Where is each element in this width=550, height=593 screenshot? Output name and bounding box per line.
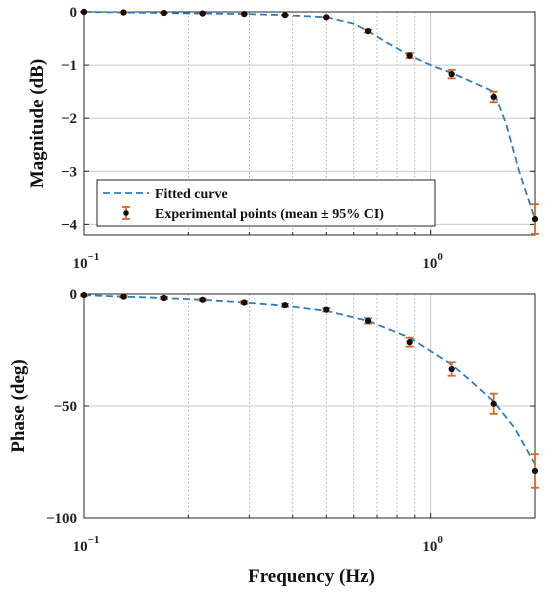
marker	[364, 28, 372, 35]
marker	[448, 71, 455, 78]
data-point	[364, 28, 373, 35]
y-tick-label: −50	[53, 399, 77, 415]
x-tick-label: 100	[422, 251, 443, 272]
y-tick-label: −4	[61, 217, 78, 233]
data-point	[489, 90, 498, 104]
x-tick-exponent: −1	[88, 534, 100, 546]
marker	[199, 10, 206, 17]
x-tick-label: 10−1	[73, 251, 100, 272]
data-point	[280, 302, 289, 309]
marker	[448, 365, 455, 373]
marker	[80, 292, 88, 299]
marker	[241, 299, 248, 306]
data-point	[531, 453, 539, 489]
marker	[160, 9, 167, 17]
data-point	[447, 361, 456, 377]
x-tick-label: 100	[422, 534, 443, 555]
data-point	[489, 392, 498, 415]
data-point	[240, 11, 249, 18]
y-axis-label: Magnitude (dB)	[27, 59, 48, 188]
legend-label: Experimental points (mean ± 95% CI)	[155, 207, 384, 222]
y-axis-label: Phase (deg)	[8, 359, 29, 452]
y-tick-label: −100	[46, 511, 77, 527]
legend-entry: Experimental points (mean ± 95% CI)	[122, 206, 384, 222]
y-tick-label: 0	[70, 5, 78, 21]
legend-marker-swatch	[123, 210, 129, 216]
legend-box	[96, 179, 436, 227]
y-tick-label: −3	[61, 164, 77, 180]
x-tick-exponent: −1	[88, 251, 100, 263]
x-axis-label: Frequency (Hz)	[248, 566, 375, 587]
legend-entry: Fitted curve	[103, 187, 228, 202]
axes-frame	[83, 11, 536, 236]
marker	[120, 9, 127, 16]
data-point	[280, 12, 289, 19]
x-tick-base: 10	[422, 256, 437, 272]
data-point	[405, 51, 414, 60]
data-point	[119, 293, 128, 300]
legend: Fitted curve Experimental points (mean ± …	[96, 179, 436, 227]
marker	[160, 294, 167, 302]
legend-label: Fitted curve	[155, 187, 228, 202]
x-tick-base: 10	[422, 539, 437, 555]
data-point	[240, 299, 249, 306]
x-tick-exponent: 0	[437, 251, 443, 263]
y-tick-label: −1	[61, 58, 77, 74]
data-point	[119, 9, 128, 16]
series-experimental-points-mean-95-ci	[80, 8, 539, 235]
marker	[531, 467, 539, 475]
data-point	[447, 68, 456, 80]
data-point	[80, 292, 88, 299]
data-point	[405, 336, 414, 348]
fitted-curve-line	[83, 294, 536, 465]
x-tick-label: 10−1	[73, 534, 100, 555]
data-point	[159, 294, 168, 302]
marker	[199, 296, 206, 303]
data-point	[80, 8, 88, 16]
series-fitted-curve	[83, 294, 536, 465]
marker	[120, 293, 127, 300]
data-point	[198, 10, 207, 17]
y-tick-label: 0	[70, 287, 78, 303]
data-point	[322, 14, 331, 21]
marker	[281, 302, 289, 309]
marker	[531, 215, 539, 223]
x-tick-base: 10	[73, 256, 88, 272]
marker	[406, 52, 413, 59]
y-tick-label: −2	[61, 111, 77, 127]
data-point	[364, 317, 373, 325]
marker	[364, 317, 372, 324]
marker	[80, 8, 88, 16]
marker	[323, 306, 330, 313]
marker	[490, 93, 497, 101]
series-experimental-points-mean-95-ci	[80, 292, 539, 489]
marker	[281, 12, 289, 19]
data-point	[531, 203, 539, 235]
x-tick-exponent: 0	[437, 534, 443, 546]
data-point	[198, 296, 207, 303]
marker	[490, 400, 497, 407]
data-point	[159, 9, 168, 17]
data-point	[322, 306, 331, 313]
x-tick-base: 10	[73, 539, 88, 555]
marker	[406, 339, 413, 346]
marker	[323, 14, 330, 21]
marker	[241, 11, 248, 18]
